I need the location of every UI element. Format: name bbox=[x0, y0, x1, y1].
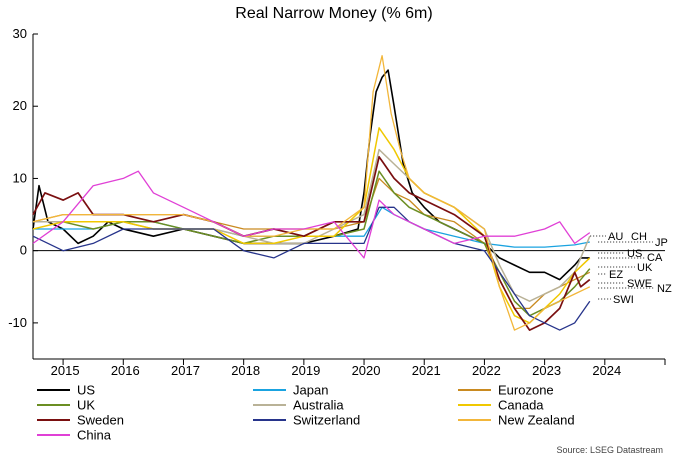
x-tick-label: 2020 bbox=[352, 363, 381, 378]
y-tick-label: 20 bbox=[13, 98, 27, 113]
end-label-jp: JP bbox=[655, 237, 668, 249]
legend-label: US bbox=[77, 383, 95, 398]
x-tick-label: 2023 bbox=[532, 363, 561, 378]
legend-label: Japan bbox=[293, 383, 328, 398]
legend-label: Sweden bbox=[77, 413, 124, 428]
legend-label: New Zealand bbox=[498, 413, 575, 428]
source-note: Source: LSEG Datastream bbox=[556, 445, 663, 455]
x-tick-label: 2018 bbox=[231, 363, 260, 378]
legend-label: UK bbox=[77, 398, 95, 413]
end-label-us: US bbox=[627, 248, 642, 260]
legend-label: Canada bbox=[498, 398, 544, 413]
y-tick-label: 10 bbox=[13, 170, 27, 185]
series-line-new-zealand bbox=[32, 55, 591, 331]
y-tick-label: 30 bbox=[13, 26, 27, 41]
x-tick-label: 2024 bbox=[592, 363, 621, 378]
plot-area bbox=[32, 55, 591, 331]
end-label-nz: NZ bbox=[657, 283, 672, 295]
x-tick-label: 2017 bbox=[171, 363, 200, 378]
x-tick-label: 2016 bbox=[111, 363, 140, 378]
series-line-us bbox=[32, 69, 590, 281]
series-line-switzerland bbox=[32, 206, 591, 331]
chart-title: Real Narrow Money (% 6m) bbox=[235, 5, 432, 22]
legend-label: China bbox=[77, 428, 112, 443]
legend-label: Australia bbox=[293, 398, 344, 413]
end-label-uk: UK bbox=[637, 262, 653, 274]
end-label-au: AU bbox=[608, 231, 623, 243]
end-label-ca: CA bbox=[647, 252, 663, 264]
x-tick-label: 2015 bbox=[51, 363, 80, 378]
y-tick-label: 0 bbox=[20, 243, 27, 258]
y-tick-label: -10 bbox=[8, 315, 27, 330]
end-label-ez: EZ bbox=[609, 269, 623, 281]
chart-axes: -10 0 10 20 30 2015 2016 2017 2018 2019 2020 2021 20… bbox=[8, 26, 666, 378]
x-tick-label: 2021 bbox=[412, 363, 441, 378]
legend: US Japan Eurozone UK Australia Canada Sweden Sw… bbox=[37, 383, 575, 443]
end-label-ch: CH bbox=[631, 231, 647, 243]
legend-label: Eurozone bbox=[498, 383, 554, 398]
series-line-china bbox=[32, 170, 591, 259]
end-label-swe: SWE bbox=[627, 278, 652, 290]
legend-label: Switzerland bbox=[293, 413, 360, 428]
end-label-swi: SWI bbox=[613, 294, 634, 306]
x-tick-label: 2022 bbox=[472, 363, 501, 378]
x-tick-label: 2019 bbox=[291, 363, 320, 378]
